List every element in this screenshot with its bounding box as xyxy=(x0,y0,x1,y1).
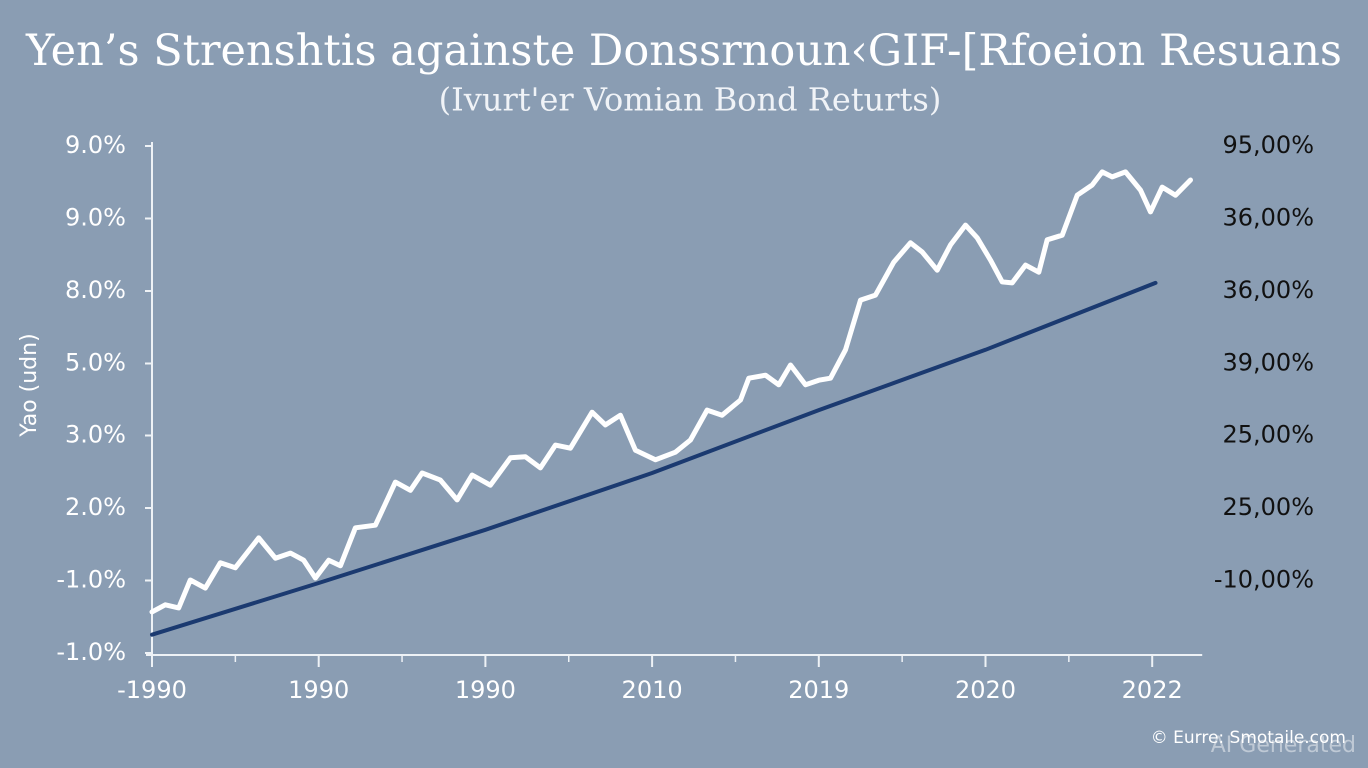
y-tick-label: -1.0% xyxy=(56,565,126,593)
x-tick-label: 2022 xyxy=(1122,676,1183,704)
x-tick-label: -1990 xyxy=(117,676,187,704)
x-tick-label: 2020 xyxy=(955,676,1016,704)
series-line xyxy=(150,280,1158,637)
chart-title: Yen’s Strenshtis againste Donssrnoun‹GIF… xyxy=(25,26,1342,76)
y-tick-label: -1.0% xyxy=(56,638,126,666)
y-tick-label: 9.0% xyxy=(65,131,126,159)
x-tick-label: 2010 xyxy=(622,676,683,704)
y2-tick-label: 39,00% xyxy=(1222,349,1314,377)
y2-tick-label: 25,00% xyxy=(1222,493,1314,521)
x-tick-label: 1990 xyxy=(288,676,349,704)
y-tick-label: 2.0% xyxy=(65,493,126,521)
x-tick-label: 2019 xyxy=(788,676,849,704)
x-tick-label: 1990 xyxy=(455,676,516,704)
chart-subtitle: (Ivurt'er Vomian Bond Returts) xyxy=(439,81,942,119)
watermark: AI Generated xyxy=(1211,733,1356,758)
y2-tick-label: 25,00% xyxy=(1222,420,1314,448)
source-note: © Eurre: Smotaile.com xyxy=(1151,728,1346,748)
y-tick-label: 8.0% xyxy=(65,276,126,304)
y2-tick-label: 95,00% xyxy=(1222,131,1314,159)
y-tick-label: 5.0% xyxy=(65,349,126,377)
y2-tick-label: -10,00% xyxy=(1214,565,1314,593)
y2-tick-label: 36,00% xyxy=(1222,276,1314,304)
y-axis-label: Yao (udn) xyxy=(17,333,42,437)
y-tick-label: 9.0% xyxy=(65,204,126,232)
y-tick-label: 3.0% xyxy=(65,420,126,448)
series-line xyxy=(149,169,1193,615)
y2-tick-label: 36,00% xyxy=(1222,204,1314,232)
